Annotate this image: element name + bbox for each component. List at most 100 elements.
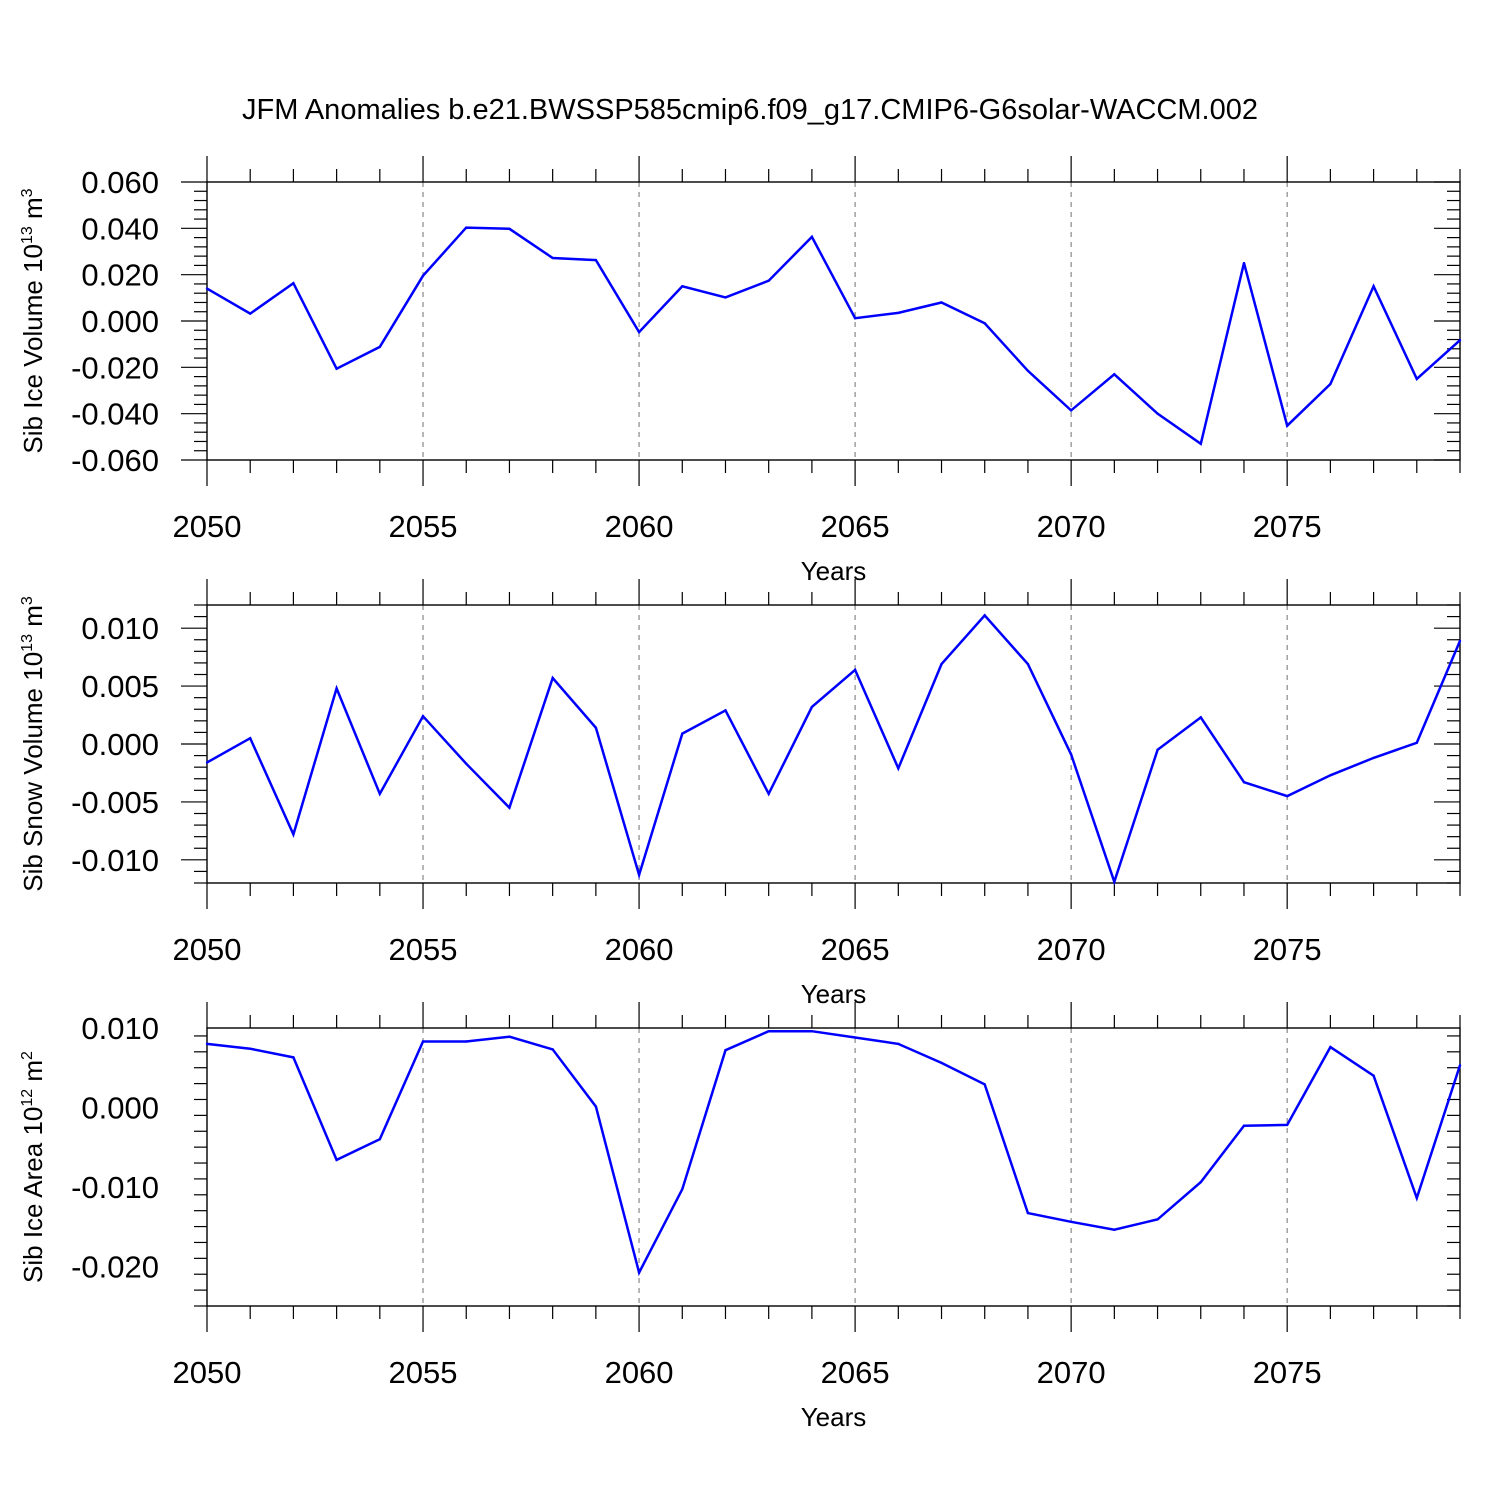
y-tick-label: -0.020	[71, 350, 159, 385]
x-tick-label: 2070	[1037, 932, 1106, 967]
data-point	[465, 762, 468, 765]
data-point	[1069, 753, 1073, 756]
data-point	[1242, 261, 1246, 265]
x-tick-label: 2055	[389, 932, 458, 967]
data-point	[1113, 1228, 1116, 1231]
data-point	[637, 330, 641, 334]
y-axis-label: Sib Ice Area 1012 m2	[18, 1051, 48, 1283]
x-axis-label: Years	[801, 979, 867, 1009]
data-point	[1069, 1220, 1073, 1224]
data-point	[983, 614, 986, 617]
data-point	[853, 1036, 857, 1039]
data-point	[335, 1158, 338, 1162]
data-point	[292, 1056, 295, 1059]
series-line	[206, 226, 1461, 446]
data-point	[335, 687, 338, 690]
data-point	[810, 235, 814, 239]
data-point	[594, 258, 598, 262]
data-point	[897, 767, 900, 770]
data-point	[1415, 377, 1418, 381]
data-point	[292, 282, 295, 285]
data-point	[724, 709, 727, 712]
data-point	[292, 833, 295, 836]
x-tick-label: 2065	[821, 509, 890, 544]
x-tick-label: 2060	[605, 932, 674, 967]
series-line	[206, 613, 1462, 886]
x-axis-label: Years	[801, 556, 867, 586]
data-point	[421, 274, 425, 278]
data-point	[767, 1029, 770, 1033]
data-point	[1329, 1045, 1332, 1049]
data-point	[767, 792, 770, 796]
y-tick-label: -0.010	[71, 1170, 159, 1205]
panels-container: 2050 2055 2060 2065 2070 2075 Years -0.060 -0.04…	[18, 156, 1462, 1432]
data-point	[1242, 1124, 1246, 1127]
data-point	[1156, 748, 1159, 751]
data-point	[1285, 1123, 1289, 1127]
y-tick-label: 0.040	[81, 211, 159, 246]
x-tick-label: 2065	[821, 932, 890, 967]
data-point	[1285, 424, 1289, 427]
data-point	[1199, 442, 1202, 445]
y-tick-label: 0.010	[81, 611, 159, 646]
x-tick-label: 2060	[605, 509, 674, 544]
panel-2: 2050 2055 2060 2065 2070 2075 Years -0.010 -0.00…	[18, 579, 1462, 1009]
data-point	[724, 1049, 727, 1052]
data-point	[249, 312, 252, 315]
data-point	[853, 317, 857, 320]
x-tick-label: 2055	[389, 1355, 458, 1390]
data-point	[378, 345, 382, 349]
panel-1: 2050 2055 2060 2065 2070 2075 Years -0.060 -0.04…	[18, 156, 1462, 586]
data-point	[465, 1040, 468, 1043]
data-point	[1458, 339, 1462, 342]
x-tick-label: 2050	[173, 509, 242, 544]
x-tick-label: 2050	[173, 932, 242, 967]
y-axis-label: Sib Snow Volume 1013 m3	[18, 596, 48, 892]
x-tick-label: 2075	[1253, 932, 1322, 967]
y-tick-label: -0.040	[71, 397, 159, 432]
y-tick-label: 0.020	[81, 258, 159, 293]
y-tick-label: 0.000	[81, 727, 159, 762]
panel-3: 2050 2055 2060 2065 2070 2075 Years -0.020 -0.01…	[18, 1002, 1462, 1432]
y-tick-label: -0.020	[71, 1249, 159, 1284]
data-point	[681, 732, 684, 735]
data-point	[1242, 781, 1246, 784]
data-point	[1285, 794, 1289, 798]
data-point	[551, 256, 554, 260]
data-point	[335, 367, 338, 370]
data-point	[1415, 1196, 1418, 1200]
data-point	[1199, 716, 1202, 719]
y-tick-label: -0.060	[71, 443, 159, 478]
data-point	[1026, 662, 1030, 666]
data-point	[594, 1105, 598, 1108]
x-tick-label: 2065	[821, 1355, 890, 1390]
data-point	[551, 1048, 554, 1051]
data-point	[1458, 639, 1462, 643]
y-tick-label: 0.010	[81, 1011, 159, 1046]
data-point	[1026, 1211, 1030, 1215]
data-point	[508, 1035, 511, 1038]
data-point	[1372, 285, 1375, 288]
series-line	[206, 1029, 1462, 1277]
data-point	[853, 668, 857, 672]
data-point	[983, 322, 986, 325]
data-point	[205, 287, 209, 290]
data-point	[724, 296, 727, 299]
y-axis-label: Sib Ice Volume 1013 m3	[18, 188, 48, 453]
x-tick-label: 2075	[1253, 509, 1322, 544]
data-point	[249, 1047, 252, 1050]
data-point	[508, 806, 511, 809]
data-point	[681, 1188, 684, 1191]
data-point	[1372, 756, 1375, 760]
data-point	[205, 761, 209, 764]
data-point	[1329, 382, 1332, 386]
data-point	[1069, 409, 1073, 412]
data-point	[1113, 373, 1116, 376]
data-point	[1156, 1218, 1159, 1221]
data-point	[767, 279, 770, 282]
data-point	[940, 662, 943, 666]
y-tick-label: -0.005	[71, 785, 159, 820]
data-point	[897, 311, 900, 315]
data-point	[940, 1061, 943, 1065]
